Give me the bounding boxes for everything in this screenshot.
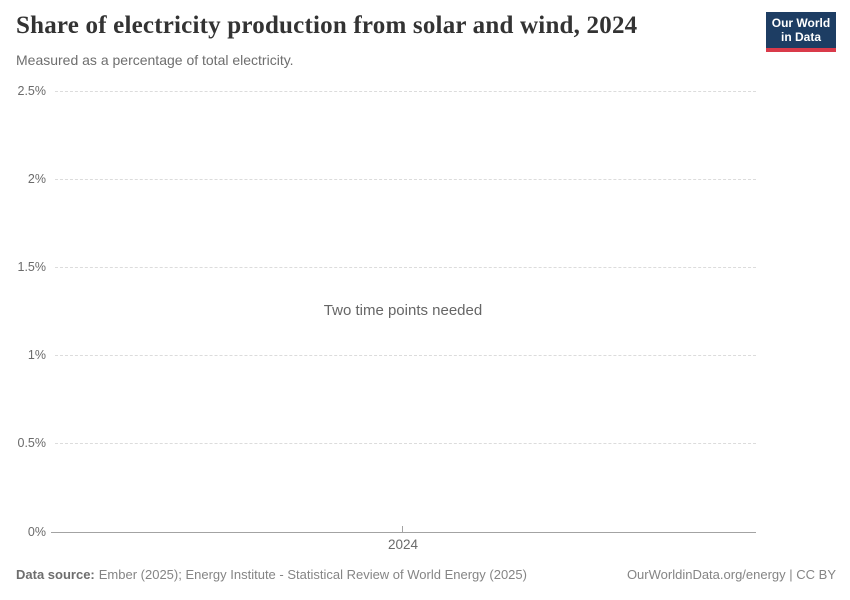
data-source-value: Ember (2025); Energy Institute - Statist… xyxy=(98,567,527,582)
chart-subtitle: Measured as a percentage of total electr… xyxy=(16,52,294,68)
gridline xyxy=(55,90,756,92)
x-axis-baseline-row: 0% xyxy=(0,524,756,540)
y-tick-label: 2.5% xyxy=(17,84,47,98)
logo-line-1: Our World xyxy=(771,16,831,30)
gridline xyxy=(55,178,756,180)
gridline xyxy=(55,442,756,444)
logo-line-2: in Data xyxy=(780,30,821,44)
y-axis-row: 2% xyxy=(0,171,756,187)
gridline xyxy=(55,266,756,268)
gridline xyxy=(55,354,756,356)
chart-footer: Data source: Ember (2025); Energy Institu… xyxy=(16,567,836,582)
x-tick-mark xyxy=(402,526,403,532)
x-axis-line xyxy=(51,531,756,533)
owid-logo: Our World in Data xyxy=(766,12,836,52)
license-credit: OurWorldinData.org/energy | CC BY xyxy=(626,567,836,582)
y-tick-label: 0.5% xyxy=(17,436,47,450)
y-axis-row: 1% xyxy=(0,347,756,363)
data-source-note: Data source: Ember (2025); Energy Institu… xyxy=(16,567,527,582)
y-axis-row: 0.5% xyxy=(0,435,756,451)
y-axis-row: 2.5% xyxy=(0,83,756,99)
y-axis-row: 1.5% xyxy=(0,259,756,275)
x-tick-label: 2024 xyxy=(387,537,419,552)
y-tick-label: 0% xyxy=(27,525,46,539)
y-tick-label: 1.5% xyxy=(17,260,47,274)
page-title: Share of electricity production from sol… xyxy=(16,12,638,39)
empty-chart-message: Two time points needed xyxy=(323,302,483,319)
data-source-label: Data source: xyxy=(16,567,95,582)
y-tick-label: 2% xyxy=(27,172,46,186)
y-tick-label: 1% xyxy=(27,348,46,362)
